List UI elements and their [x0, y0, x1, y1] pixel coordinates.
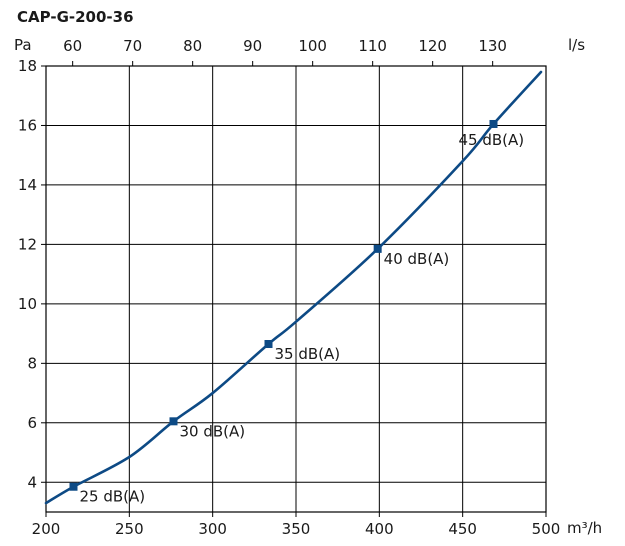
- y-tick-label: 6: [27, 414, 37, 432]
- x2-tick-label: 110: [358, 37, 387, 55]
- x2-tick-label: 120: [418, 37, 447, 55]
- x-axis-unit-label: m³/h: [567, 519, 602, 537]
- chart-title: CAP-G-200-36: [17, 8, 134, 26]
- y-tick-label: 12: [18, 235, 37, 253]
- x-tick-label: 250: [115, 520, 144, 538]
- data-label: 45 dB(A): [459, 131, 525, 149]
- x-tick-label: 450: [448, 520, 477, 538]
- x2-tick-label: 90: [243, 37, 262, 55]
- x2-tick-label: 70: [123, 37, 142, 55]
- x-tick-label: 350: [282, 520, 311, 538]
- x-axis-unit: m³/h: [567, 519, 602, 537]
- x2-axis-unit: l/s: [568, 36, 585, 54]
- data-label: 30 dB(A): [180, 422, 246, 440]
- y-tick-label: 18: [18, 57, 37, 75]
- data-point-marker: [373, 244, 382, 253]
- data-point-marker: [264, 340, 273, 349]
- y-tick-label: 10: [18, 295, 37, 313]
- series-curve: [44, 70, 543, 505]
- markers: 25 dB(A) 30 dB(A) 35 dB(A) 40 dB(A) 45 dB(A): [69, 119, 525, 506]
- ticks: 200 250 300 350 400 450 500 4 6 8 10 12 14 16 18 60 70 80…: [18, 37, 560, 538]
- y-tick-label: 16: [18, 116, 37, 134]
- x2-tick-label: 80: [183, 37, 202, 55]
- data-label: 35 dB(A): [275, 345, 341, 363]
- x-tick-label: 200: [32, 520, 61, 538]
- data-label: 40 dB(A): [384, 250, 450, 268]
- x2-tick-label: 100: [298, 37, 327, 55]
- x-tick-label: 400: [365, 520, 394, 538]
- data-point-marker: [169, 417, 178, 426]
- x2-tick-label: 60: [63, 37, 82, 55]
- series-line: [44, 70, 543, 505]
- x-tick-label: 300: [198, 520, 227, 538]
- y-tick-label: 8: [27, 354, 37, 372]
- x2-tick-label: 130: [478, 37, 507, 55]
- data-point-marker: [69, 482, 78, 491]
- data-point-marker: [489, 119, 498, 128]
- grid: [41, 61, 547, 517]
- y-axis-unit: Pa: [14, 36, 32, 54]
- y-tick-label: 14: [18, 176, 37, 194]
- y-tick-label: 4: [27, 473, 37, 491]
- data-label: 25 dB(A): [80, 488, 146, 506]
- x-tick-label: 500: [532, 520, 561, 538]
